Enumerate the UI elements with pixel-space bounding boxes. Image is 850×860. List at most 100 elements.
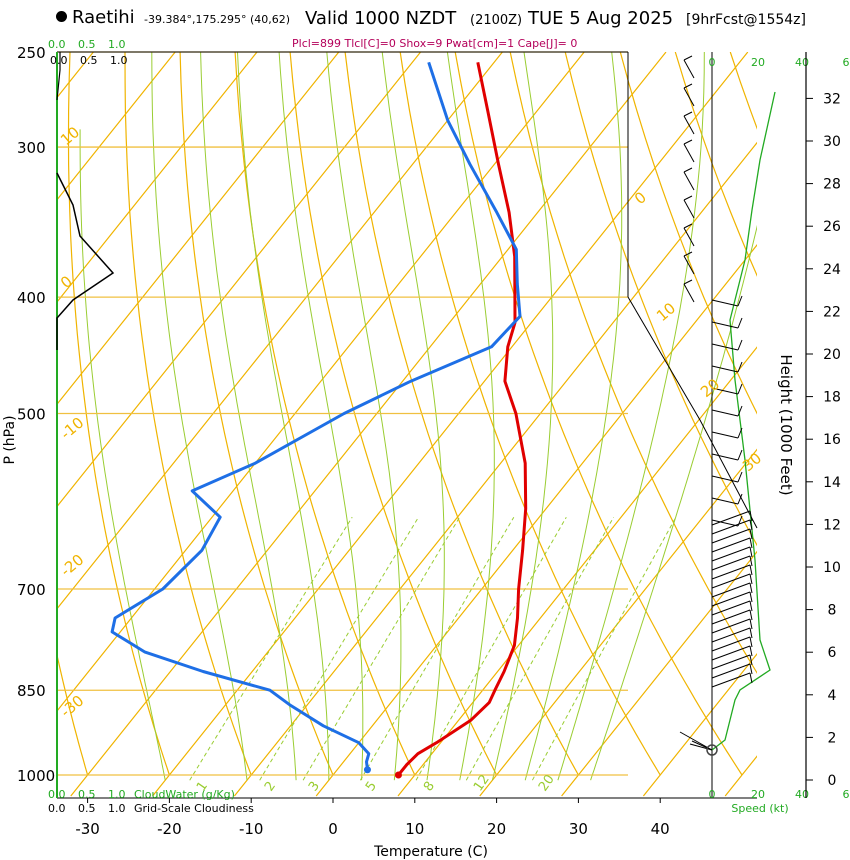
temperature-surface-marker [394,771,402,779]
wind-barb [683,199,695,219]
cloudwater-label: CloudWater (g/Kg) [134,788,235,801]
wind-barb [683,223,693,229]
wind-barb [683,139,693,145]
isotherm-line [642,653,757,797]
isotherm-line [57,52,503,610]
mixing-ratio-lines [189,516,677,781]
cloudwater-scale-top: 0.5 [78,38,96,51]
dry-adiabat-line [234,52,416,776]
x-tick-label: -30 [75,820,100,838]
height-tick-label: 2 [828,730,837,746]
speed-tick-top: 40 [795,56,809,69]
cloudwater-scale-bottom: 0.0 [48,788,66,801]
wind-barb [711,555,751,571]
wind-barb [683,111,693,117]
dry-adiabat-line [344,52,579,776]
station-name: Raetihi [72,7,135,28]
speed-axis-title: Speed (kt) [731,802,788,815]
chart-background [57,52,628,798]
dry-adiabat-line [124,52,252,776]
height-tick-label: 32 [823,91,841,107]
sounding-indices: Plcl=899 Tlcl[C]=0 Shox=9 Pwat[cm]=1 Cap… [292,37,578,50]
wind-barb [737,449,743,461]
moist-adiabat-line [557,52,705,781]
moist-adiabat-line [326,52,402,781]
isotherm-line [479,448,757,797]
chart-frame [56,51,758,803]
station-marker [56,11,67,22]
pressure-tick-label: 250 [17,44,46,62]
wind-barb [749,519,753,531]
isotherm-line [57,52,258,303]
x-tick-label: 10 [405,820,424,838]
calm-wind-circle [706,744,718,756]
wind-barb [711,573,751,589]
moist-adiabat-line [524,52,623,781]
wind-barb [711,519,739,527]
wind-barb [683,143,695,163]
wind-barb [711,672,751,688]
cloudiness-line [56,172,115,350]
wind-barb [711,618,751,634]
speed-tick-top: 0 [709,56,716,69]
wind-barb [711,510,751,526]
wind-barb [711,636,751,652]
cloudiness-scale-bottom: 1.0 [108,802,126,815]
dewpoint-line [110,61,522,770]
wind-barb [749,663,753,675]
cloudwater-scale-bottom: 0.5 [78,788,96,801]
pressure-tick-label: 700 [17,581,46,599]
wind-barb [711,654,751,670]
frame-diagonal [627,296,758,529]
isotherm-line [57,52,176,201]
moist-adiabat-line [446,52,495,781]
height-tick-label: 8 [828,603,837,619]
height-tick-label: 28 [823,177,841,193]
x-tick-label: 40 [651,820,670,838]
isotherm-label: 0 [631,188,650,208]
pressure-tick-label: 1000 [17,767,55,785]
wind-barb [683,59,695,79]
height-tick-label: 10 [823,560,841,576]
wind-barb [711,564,751,580]
wind-panel-tick: 6 [843,56,850,69]
wind-barb [749,555,753,567]
wind-barb [683,171,695,191]
wind-barb [683,251,693,257]
wind-barb [711,453,739,461]
station-coords: -39.384°,175.295° (40,62) [144,13,291,26]
height-tick-label: 6 [828,645,837,661]
moist-adiabat-line [200,52,297,781]
wind-barb [683,283,695,303]
wind-barb [683,83,693,89]
height-tick-label: 16 [823,432,841,448]
temperature-line [397,61,528,776]
pressure-tick-label: 400 [17,289,46,307]
x-tick-label: -20 [157,820,182,838]
height-tick-label: 12 [823,517,841,533]
wind-barb [711,387,739,395]
wind-barb [749,582,753,594]
x-tick-label: 20 [487,820,506,838]
mixing-ratio-line [189,516,353,781]
wind-barb [711,299,739,307]
wind-barb [711,600,751,616]
sounding-series [110,61,528,779]
mixing-ratio-line [415,516,567,781]
wind-barb [749,627,753,639]
cloudiness-scale-top: 1.0 [110,54,128,67]
dry-adiabat-line [454,52,743,776]
moist-adiabat-line [590,224,757,781]
wind-barb [711,431,739,439]
wind-barb [683,255,695,275]
x-tick-label: 30 [569,820,588,838]
wind-barb [737,339,743,351]
wind-barb [711,343,739,351]
wind-barb [737,493,743,505]
forecast-info: [9hrFcst@1554z] [686,12,806,28]
wind-barb [749,672,753,684]
wind-barb [711,591,751,607]
cloud-panel: 0.00.00.50.51.01.00.00.00.50.51.01.0Clou… [48,38,254,815]
cloudiness-scale-top: 0.0 [50,54,68,67]
mixing-ratio-line [302,516,461,781]
